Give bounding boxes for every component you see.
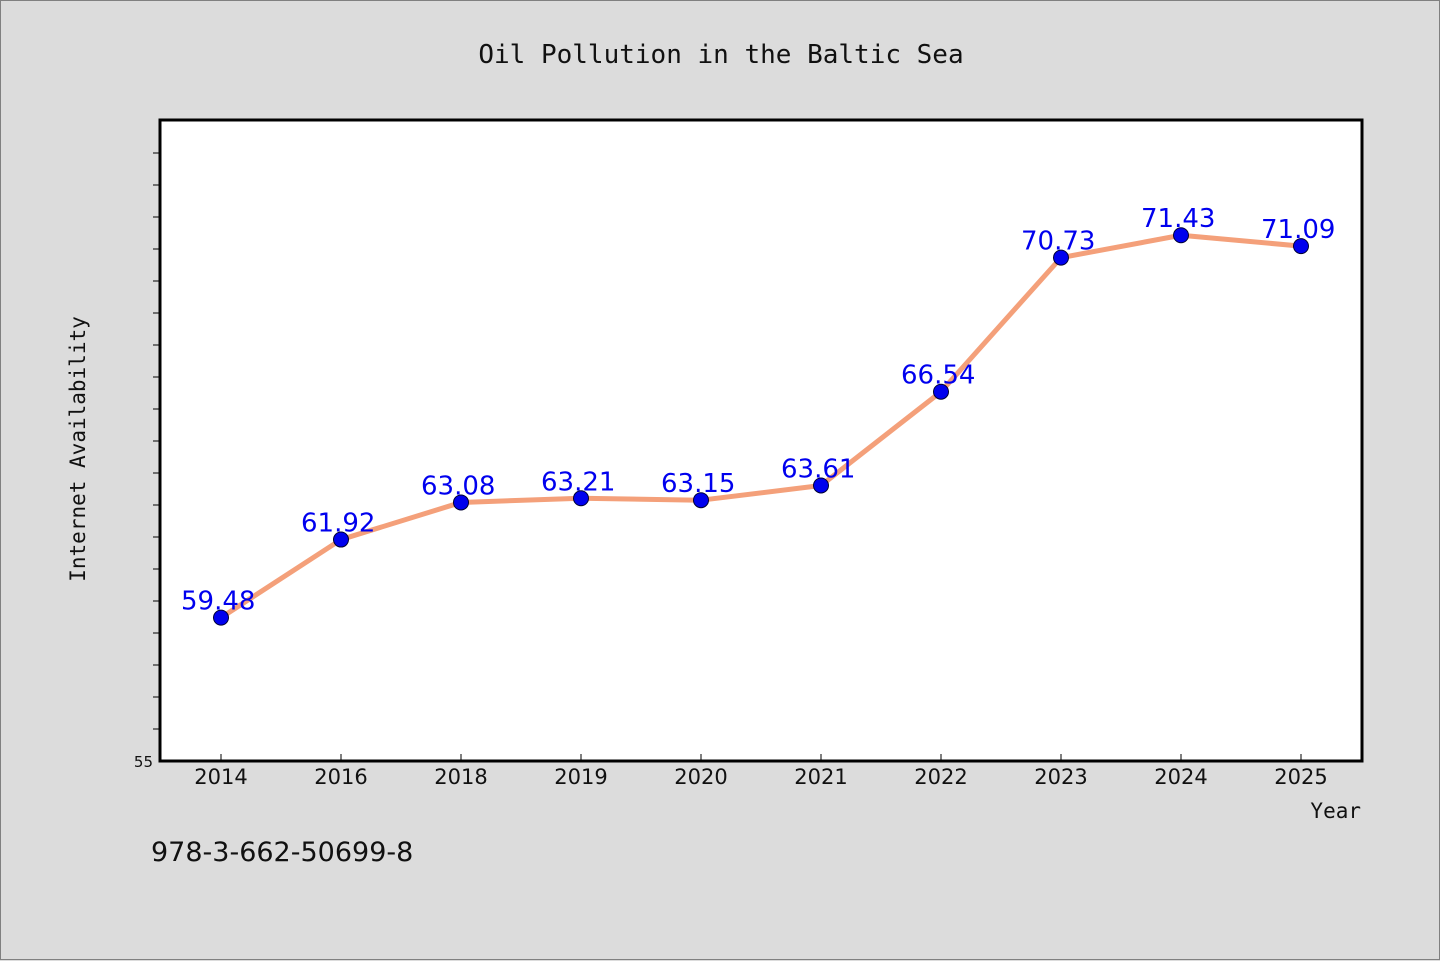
x-tick-label: 2020 xyxy=(674,765,727,789)
data-label: 63.61 xyxy=(781,454,855,484)
x-tick-label: 2024 xyxy=(1154,765,1207,789)
data-label: 71.09 xyxy=(1261,215,1335,245)
footer-code: 978-3-662-50699-8 xyxy=(151,837,414,868)
data-label: 63.15 xyxy=(661,469,735,499)
data-label: 63.08 xyxy=(421,471,495,501)
x-tick-label: 2021 xyxy=(794,765,847,789)
series-layer: 59.48 61.92 63.08 63.21 63.15 63.61 66.54 70.73… xyxy=(181,204,1335,626)
x-tick-label: 2019 xyxy=(554,765,607,789)
data-point xyxy=(213,609,229,626)
y-tick-label: 55 xyxy=(134,753,153,771)
data-point xyxy=(693,492,709,509)
data-label: 61.92 xyxy=(301,509,375,539)
data-label: 66.54 xyxy=(901,361,975,391)
x-tick-label: 2025 xyxy=(1274,765,1327,789)
data-point xyxy=(453,494,469,511)
series-line xyxy=(219,232,1302,620)
x-axis-ticks: 2014 2016 2018 2019 2020 2021 2022 2023 2024 2025 xyxy=(194,754,1328,789)
data-point xyxy=(1293,238,1309,255)
x-tick-label: 2016 xyxy=(314,765,367,789)
data-point xyxy=(933,383,949,400)
x-axis-label: Year xyxy=(1310,799,1361,823)
plot-area xyxy=(158,118,1364,763)
data-label: 71.43 xyxy=(1141,204,1215,234)
data-point xyxy=(1053,249,1069,266)
y-axis-label: Internet Availability xyxy=(66,316,90,582)
x-tick-label: 2022 xyxy=(914,765,967,789)
x-tick-label: 2014 xyxy=(194,765,247,789)
data-point xyxy=(333,531,349,548)
y-axis-ticks: 55 xyxy=(134,152,160,771)
data-point xyxy=(573,490,589,507)
data-point xyxy=(1173,227,1189,244)
data-label: 63.21 xyxy=(541,467,615,497)
x-tick-label: 2023 xyxy=(1034,765,1087,789)
data-label: 59.48 xyxy=(181,587,255,617)
data-label: 70.73 xyxy=(1021,227,1095,257)
x-tick-label: 2018 xyxy=(434,765,487,789)
data-point xyxy=(813,477,829,494)
chart-title: Oil Pollution in the Baltic Sea xyxy=(478,40,963,70)
